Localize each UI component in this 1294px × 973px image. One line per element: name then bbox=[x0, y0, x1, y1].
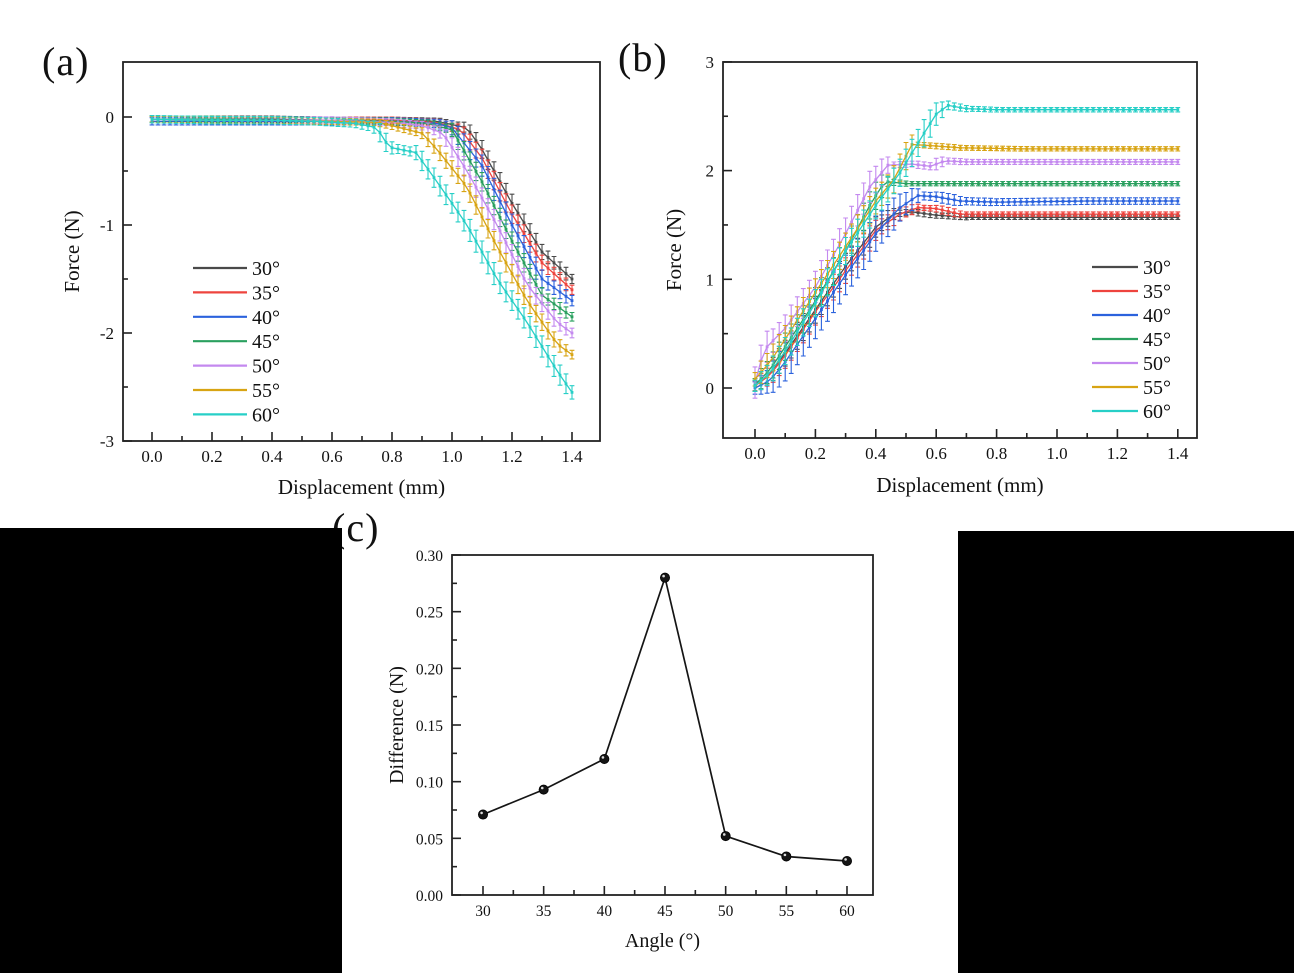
svg-text:-2: -2 bbox=[100, 324, 114, 343]
svg-text:40°: 40° bbox=[1143, 305, 1171, 327]
svg-text:40: 40 bbox=[597, 903, 613, 920]
svg-text:Displacement (mm): Displacement (mm) bbox=[278, 475, 445, 499]
svg-text:60°: 60° bbox=[1143, 401, 1171, 423]
svg-text:2: 2 bbox=[706, 162, 715, 181]
svg-text:Angle (°): Angle (°) bbox=[625, 930, 700, 952]
svg-text:-1: -1 bbox=[100, 216, 114, 235]
svg-text:30°: 30° bbox=[252, 258, 280, 280]
svg-text:0.20: 0.20 bbox=[416, 661, 443, 678]
svg-text:0.2: 0.2 bbox=[201, 447, 222, 466]
panel-c: 30 35 40 45 50 55 60 0.00 0.05 0.10 0.15 0.20 0.25 0.… bbox=[386, 548, 874, 952]
panel-a: 0.0 0.2 0.4 0.6 0.8 1.0 1.2 1.4 0 -1 -2 -3 Displacem… bbox=[60, 61, 601, 499]
svg-text:60: 60 bbox=[839, 903, 855, 920]
svg-text:1.2: 1.2 bbox=[1107, 444, 1128, 463]
svg-text:0: 0 bbox=[706, 379, 715, 398]
svg-text:0.15: 0.15 bbox=[416, 718, 443, 735]
svg-text:0.25: 0.25 bbox=[416, 605, 443, 622]
svg-text:1.4: 1.4 bbox=[1167, 444, 1189, 463]
svg-text:0.05: 0.05 bbox=[416, 831, 443, 848]
svg-text:55°: 55° bbox=[1143, 377, 1171, 399]
svg-text:0.4: 0.4 bbox=[865, 444, 887, 463]
svg-text:0.0: 0.0 bbox=[744, 444, 765, 463]
svg-text:0.10: 0.10 bbox=[416, 775, 443, 792]
svg-text:0.00: 0.00 bbox=[416, 888, 443, 905]
svg-text:35°: 35° bbox=[1143, 281, 1171, 303]
svg-text:50: 50 bbox=[718, 903, 734, 920]
svg-text:1: 1 bbox=[706, 270, 715, 289]
svg-text:55°: 55° bbox=[252, 380, 280, 402]
panel-b: 0.0 0.2 0.4 0.6 0.8 1.0 1.2 1.4 0 1 2 3 Displacement… bbox=[662, 53, 1198, 497]
svg-text:50°: 50° bbox=[252, 356, 280, 378]
svg-text:40°: 40° bbox=[252, 307, 280, 329]
svg-text:Force (N): Force (N) bbox=[662, 209, 686, 291]
svg-text:0: 0 bbox=[106, 108, 115, 127]
svg-text:45: 45 bbox=[657, 903, 673, 920]
svg-text:1.2: 1.2 bbox=[501, 447, 522, 466]
redacted-region-left bbox=[0, 528, 342, 973]
svg-text:30: 30 bbox=[475, 903, 491, 920]
svg-text:45°: 45° bbox=[1143, 329, 1171, 351]
svg-text:30°: 30° bbox=[1143, 257, 1171, 279]
svg-text:Difference (N): Difference (N) bbox=[386, 666, 408, 784]
svg-text:1.4: 1.4 bbox=[561, 447, 583, 466]
svg-text:60°: 60° bbox=[252, 404, 280, 426]
svg-text:0.6: 0.6 bbox=[926, 444, 947, 463]
panel-b-label: (b) bbox=[618, 35, 668, 80]
svg-text:35°: 35° bbox=[252, 282, 280, 304]
svg-text:Force (N): Force (N) bbox=[60, 210, 84, 292]
svg-text:3: 3 bbox=[706, 53, 715, 72]
svg-text:0.0: 0.0 bbox=[141, 447, 162, 466]
redacted-region-right bbox=[958, 531, 1294, 973]
svg-text:0.6: 0.6 bbox=[321, 447, 342, 466]
svg-text:0.4: 0.4 bbox=[261, 447, 283, 466]
svg-text:35: 35 bbox=[536, 903, 552, 920]
svg-text:-3: -3 bbox=[100, 432, 114, 451]
svg-text:Displacement (mm): Displacement (mm) bbox=[876, 473, 1043, 497]
svg-text:1.0: 1.0 bbox=[441, 447, 462, 466]
svg-text:55: 55 bbox=[779, 903, 795, 920]
svg-text:1.0: 1.0 bbox=[1046, 444, 1067, 463]
svg-text:50°: 50° bbox=[1143, 353, 1171, 375]
svg-text:0.8: 0.8 bbox=[986, 444, 1007, 463]
panel-a-label: (a) bbox=[42, 39, 90, 84]
svg-text:0.30: 0.30 bbox=[416, 548, 443, 565]
svg-text:0.8: 0.8 bbox=[381, 447, 402, 466]
svg-text:0.2: 0.2 bbox=[805, 444, 826, 463]
svg-text:45°: 45° bbox=[252, 331, 280, 353]
